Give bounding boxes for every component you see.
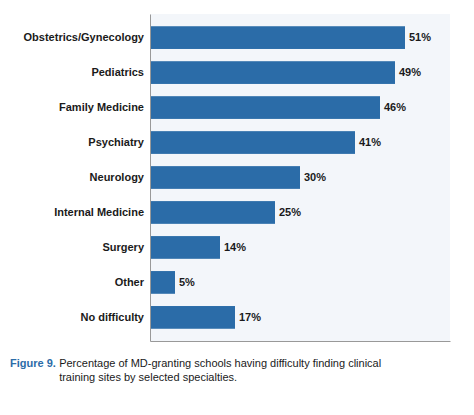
- title: Figure 9.: [10, 357, 56, 369]
- y-tick: Surgery: [102, 241, 144, 253]
- y-tick-label: Obstetrics/Gynecology: [24, 31, 145, 43]
- y-tick: Other: [115, 276, 145, 288]
- plot: No difficulty Other Surgery Internal Medici…: [24, 14, 451, 342]
- data-label: 46%: [384, 101, 406, 113]
- y-tick: Internal Medicine: [54, 206, 144, 218]
- data-label: 41%: [359, 136, 381, 148]
- data-label: 51%: [409, 31, 431, 43]
- plot-background: [150, 14, 450, 341]
- y-tick: Psychiatry: [88, 136, 145, 148]
- x-axis-line: [151, 341, 451, 342]
- bar: [150, 131, 355, 154]
- subtitle-line: training sites by selected specialties.: [59, 371, 237, 383]
- y-tick: Pediatrics: [91, 66, 144, 78]
- bar: [150, 61, 395, 84]
- data-label: 17%: [239, 311, 261, 323]
- bar: [150, 26, 405, 49]
- y-tick: Family Medicine: [59, 101, 144, 113]
- y-tick-label: Family Medicine: [59, 101, 144, 113]
- chart: No difficulty Other Surgery Internal Medici…: [0, 0, 474, 415]
- bar: [150, 271, 175, 294]
- data-label: 30%: [304, 171, 326, 183]
- bar: [150, 201, 275, 224]
- data-label: 14%: [224, 241, 246, 253]
- y-tick-label: Psychiatry: [88, 136, 145, 148]
- bar: [150, 306, 235, 329]
- subtitle-line: Percentage of MD-granting schools having…: [59, 357, 381, 369]
- bar: [150, 166, 300, 189]
- y-tick-label: Neurology: [90, 171, 145, 183]
- x-axis: [151, 341, 451, 342]
- y-tick-label: Surgery: [102, 241, 144, 253]
- y-tick-label: Other: [115, 276, 145, 288]
- bar: [150, 236, 220, 259]
- subtitle: Percentage of MD-granting schools having…: [59, 357, 381, 383]
- y-axis: No difficulty Other Surgery Internal Medici…: [24, 15, 151, 342]
- y-tick: No difficulty: [80, 311, 144, 323]
- y-tick: Obstetrics/Gynecology: [24, 31, 145, 43]
- bar: [150, 96, 380, 119]
- y-axis-line: [150, 15, 151, 342]
- y-tick-label: Pediatrics: [91, 66, 144, 78]
- y-tick: Neurology: [90, 171, 145, 183]
- data-label: 5%: [179, 276, 195, 288]
- data-label: 25%: [279, 206, 301, 218]
- bars: [150, 26, 405, 329]
- data-labels: 17% 5% 14% 25% 30% 41% 46% 49% 51%: [179, 31, 431, 323]
- y-tick-label: Internal Medicine: [54, 206, 144, 218]
- data-label: 49%: [399, 66, 421, 78]
- y-tick-label: No difficulty: [80, 311, 144, 323]
